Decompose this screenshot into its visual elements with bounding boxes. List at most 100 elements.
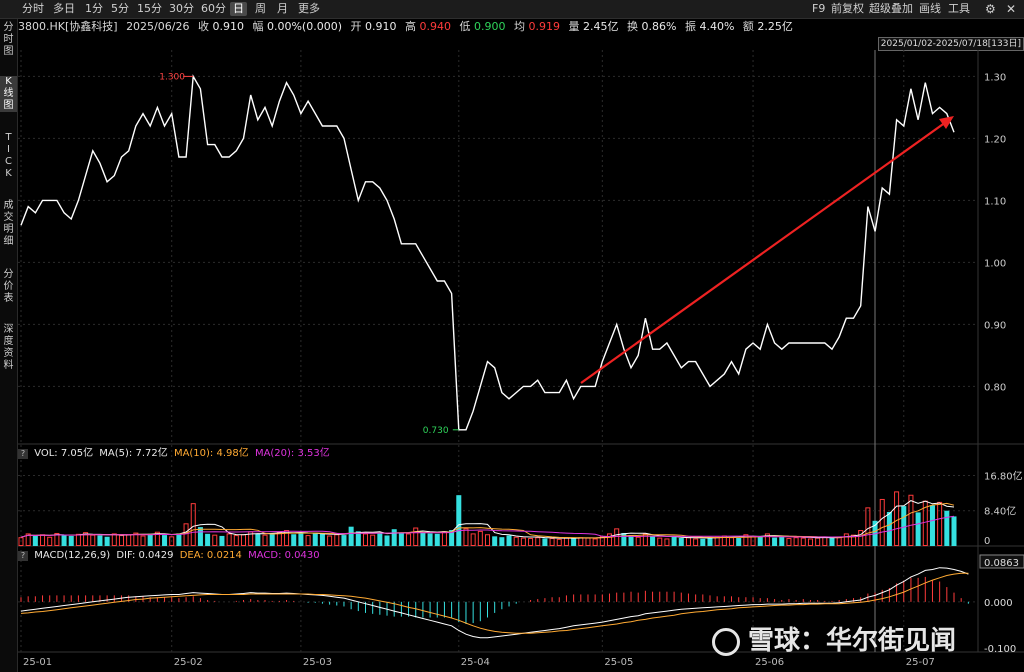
volume-bar [183, 523, 189, 547]
volume-bar [470, 533, 476, 547]
volume-bar [635, 536, 641, 547]
volume-bar [865, 507, 871, 546]
volume-bar [700, 538, 706, 546]
x-axis-label: 25-06 [755, 657, 784, 668]
gear-icon[interactable]: ⚙ [985, 2, 996, 16]
price-axis-label: 0.90 [984, 320, 1006, 331]
turnover-field: 换 0.86% [627, 20, 677, 33]
volume-bar [233, 535, 239, 547]
help-icon[interactable]: ? [18, 551, 28, 561]
volume-axis-label: 8.40亿 [984, 505, 1016, 518]
volume-bar [413, 527, 419, 547]
xueqiu-logo-icon [712, 627, 740, 656]
tab-timeframe-5[interactable]: 30分 [169, 2, 194, 15]
tab-timeframe-10[interactable]: 更多 [298, 2, 320, 15]
volume-ma20-line [20, 515, 955, 538]
macd-panel [20, 567, 969, 639]
volume-bar [104, 536, 110, 546]
macd-dea-line [20, 572, 969, 634]
toolbar-item-1[interactable]: 前复权 [831, 2, 864, 15]
tab-timeframe-6[interactable]: 60分 [201, 2, 226, 15]
tab-timeframe-1[interactable]: 多日 [53, 2, 75, 15]
tab-timeframe-2[interactable]: 1分 [85, 2, 103, 15]
volume-bar [40, 534, 46, 546]
volume-bar [506, 535, 512, 546]
macd-current-box [979, 554, 1024, 569]
open-field: 开 0.910 [350, 20, 397, 33]
volume-bar [420, 532, 426, 546]
volume-bar [362, 533, 369, 547]
volume-bar [929, 505, 935, 546]
volume-bar [449, 530, 455, 546]
volume-bar [563, 537, 569, 546]
macd-indicator-name: MACD(12,26,9) [34, 550, 111, 561]
volume-bar [169, 536, 175, 547]
toolbar-item-3[interactable]: 画线 [919, 2, 941, 15]
watermark: 雪球：华尔街见闻 [712, 620, 956, 657]
volume-bar [714, 536, 720, 547]
tab-timeframe-3[interactable]: 5分 [111, 2, 129, 15]
sidebar-item-5[interactable]: 深度资料 [3, 324, 14, 371]
dif-legend: DIF: 0.0429 [116, 550, 174, 561]
macd-dif-line [20, 567, 969, 639]
toolbar-item-4[interactable]: 工具 [948, 2, 970, 15]
help-icon[interactable]: ? [18, 449, 28, 459]
sidebar-item-0[interactable]: 分时图 [3, 22, 14, 57]
volume-bar [937, 501, 943, 546]
axes: 25-01 25-02 25-03 25-04 25-05 25-06 25-07 1.30 1… [23, 72, 1024, 668]
sidebar-item-4[interactable]: 分价表 [3, 269, 14, 304]
volume-bar [126, 534, 132, 546]
volume-bar [434, 533, 440, 546]
x-axis-label: 25-02 [174, 657, 203, 668]
ma20-legend: MA(20): 3.53亿 [254, 448, 330, 459]
volume-bar [764, 533, 770, 547]
tab-timeframe-9[interactable]: 月 [277, 2, 288, 15]
volume-bar [520, 537, 526, 546]
volume-bar [779, 535, 785, 546]
volume-bar [829, 538, 835, 546]
tab-timeframe-7[interactable]: 日 [230, 2, 247, 16]
volume-bar [901, 506, 907, 546]
volume-axis-label: 0 [984, 536, 990, 547]
sidebar-item-3[interactable]: 成交明细 [3, 200, 14, 247]
volume-bar [197, 527, 203, 546]
volume-bar [212, 534, 218, 546]
tab-timeframe-8[interactable]: 周 [255, 2, 266, 15]
macd-value-legend: MACD: 0.0430 [248, 550, 320, 561]
change-field: 幅 0.00%(0.000) [252, 20, 342, 33]
volume-bar [477, 530, 483, 547]
volume-bar [441, 531, 447, 546]
volume-bar [327, 535, 333, 546]
date-range-label[interactable]: 2025/01/02-2025/07/18[133日] [877, 37, 1024, 51]
stock-name: 3800.HK[协鑫科技] [18, 20, 118, 33]
volume-bar [815, 537, 821, 546]
volume-bar [571, 538, 577, 546]
toolbar-item-0[interactable]: F9 [812, 2, 826, 15]
tab-timeframe-0[interactable]: 分时 [22, 2, 44, 15]
ma10-legend: MA(10): 4.98亿 [173, 448, 249, 459]
volume-bar [513, 536, 519, 547]
volume-bar [535, 537, 541, 546]
macd-axis-label: -0.100 [984, 644, 1016, 655]
volume-bar [334, 534, 340, 546]
volume-bar [650, 535, 656, 546]
tab-timeframe-4[interactable]: 15分 [137, 2, 162, 15]
close-field: 收 0.910 [197, 20, 244, 33]
volume-bar [154, 531, 160, 546]
volume-bar [348, 526, 354, 546]
price-axis-label: 1.20 [984, 134, 1006, 145]
price-panel: 1.300 0.730 [20, 72, 955, 436]
toolbar-item-2[interactable]: 超级叠加 [869, 2, 913, 15]
volume-bar [678, 538, 684, 546]
volume-bar [908, 494, 914, 547]
volume-bar [262, 534, 268, 546]
volume-bar [118, 535, 124, 547]
close-icon[interactable]: ✕ [1006, 2, 1017, 16]
trend-arrow-head [939, 116, 954, 129]
volume-bar [685, 537, 691, 546]
amount-field: 额 2.25亿 [742, 20, 793, 33]
